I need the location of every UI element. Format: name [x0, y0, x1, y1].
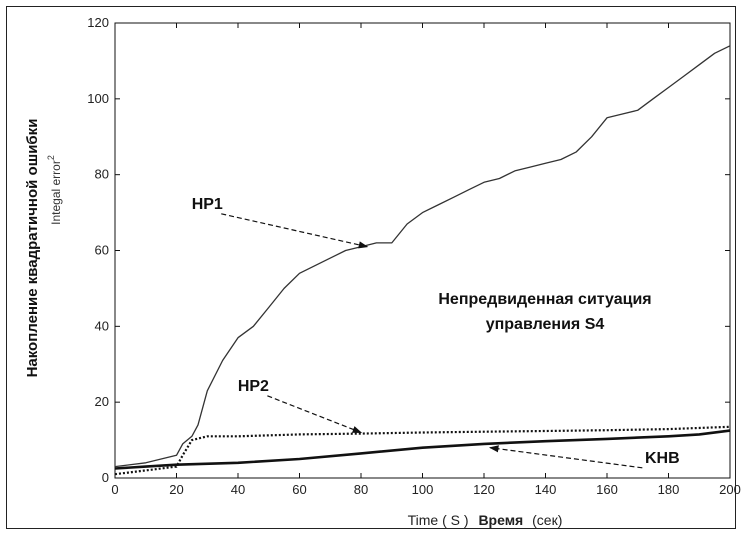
- callout-arrow-hp1: [221, 213, 369, 249]
- y-tick-label: 0: [102, 470, 109, 485]
- callout-label-khb: KHB: [645, 450, 680, 467]
- series-line-khb: [114, 429, 731, 470]
- y-tick-label: 40: [95, 318, 109, 333]
- y-axis-label-ru: Накопление квадратичной ошибки: [24, 119, 41, 378]
- y-tick-label: 80: [95, 167, 109, 182]
- y-axis-label-en-main: Integal error: [49, 160, 63, 225]
- annotation-line2: управления S4: [486, 316, 605, 333]
- series-group: [114, 45, 731, 476]
- x-tick-label: 20: [169, 482, 183, 497]
- x-axis-label-en: Time ( S ): [408, 512, 469, 528]
- y-axis-label-en: Integal error2: [46, 155, 63, 225]
- x-tick-label: 80: [354, 482, 368, 497]
- x-tick-label: 180: [658, 482, 680, 497]
- x-tick-label: 120: [473, 482, 495, 497]
- y-axis: 0 20 40 60 80 100 120: [87, 15, 730, 485]
- y-axis-label-en-sup: 2: [46, 155, 56, 160]
- x-axis-label: Time ( S ) Время (сек): [408, 512, 563, 528]
- callout-arrow-hp2: [267, 395, 363, 434]
- x-tick-label: 160: [596, 482, 618, 497]
- series-line-hp2: [114, 425, 731, 476]
- series-line-hp1: [114, 45, 731, 468]
- y-tick-label: 60: [95, 243, 109, 258]
- callout-label-hp1: HP1: [192, 196, 223, 213]
- x-tick-label: 40: [231, 482, 245, 497]
- plot-area: [114, 22, 731, 479]
- x-axis-label-ru: Время: [478, 512, 523, 528]
- callouts-group: HP1 HP2 KHB: [192, 196, 680, 469]
- x-tick-label: 200: [719, 482, 741, 497]
- x-axis: 0 20 40 60 80 100 120 140 160 180 200: [111, 23, 741, 497]
- annotation-line1: Непредвиденная ситуация: [438, 291, 651, 308]
- y-tick-label: 20: [95, 394, 109, 409]
- callout-arrow-khb: [488, 445, 643, 469]
- y-tick-label: 100: [87, 91, 109, 106]
- x-tick-label: 60: [292, 482, 306, 497]
- x-tick-label: 0: [111, 482, 118, 497]
- y-tick-label: 120: [87, 15, 109, 30]
- x-tick-label: 140: [535, 482, 557, 497]
- x-tick-label: 100: [412, 482, 434, 497]
- x-axis-label-ru-unit: (сек): [532, 512, 562, 528]
- callout-label-hp2: HP2: [238, 378, 269, 395]
